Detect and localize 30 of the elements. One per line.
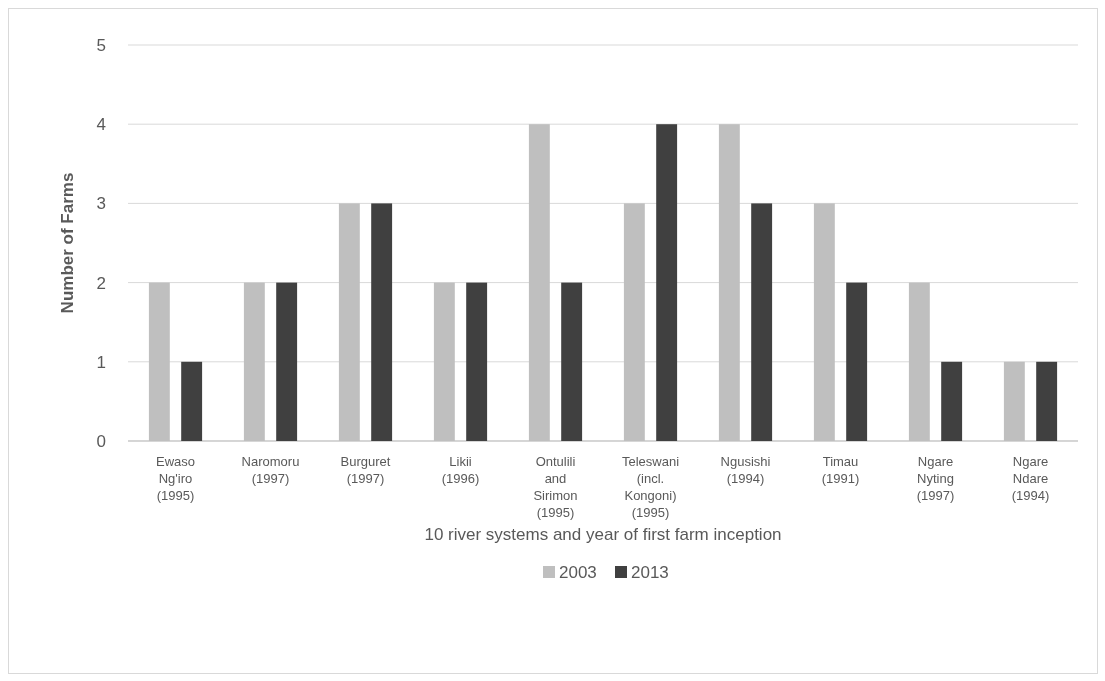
x-tick-label: Ewaso Ng'iro (1995) bbox=[155, 454, 196, 503]
x-tick-label: Naromoru (1997) bbox=[241, 454, 300, 486]
y-axis-title: Number of Farms bbox=[58, 172, 77, 314]
y-tick-label: 0 bbox=[96, 431, 106, 451]
bar bbox=[656, 124, 678, 441]
y-tick-label: 5 bbox=[96, 35, 106, 55]
bar bbox=[941, 361, 963, 441]
y-tick-label: 4 bbox=[96, 115, 106, 135]
x-tick-label: Timau (1991) bbox=[821, 454, 860, 486]
bar bbox=[1036, 361, 1058, 441]
x-tick-label: Ngare Ndare (1994) bbox=[1011, 454, 1050, 503]
legend-label: 2013 bbox=[631, 562, 669, 582]
x-tick-label: Ontulili and Sirimon (1995) bbox=[533, 454, 578, 520]
y-tick-label: 3 bbox=[96, 194, 106, 214]
x-tick-label: Likii (1996) bbox=[441, 454, 480, 486]
bar bbox=[751, 203, 773, 441]
x-tick-label: Ngusishi (1994) bbox=[720, 454, 771, 486]
y-tick-label: 1 bbox=[96, 352, 106, 372]
x-axis-title: 10 river systems and year of first farm inception bbox=[424, 525, 782, 544]
y-tick-label: 2 bbox=[96, 273, 106, 293]
legend-label: 2003 bbox=[559, 562, 597, 582]
bar bbox=[466, 282, 488, 441]
x-tick-label: Burguret (1997) bbox=[340, 454, 391, 486]
bar bbox=[846, 282, 868, 441]
bar bbox=[181, 361, 203, 441]
bar bbox=[371, 203, 393, 441]
bar bbox=[276, 282, 298, 441]
bar bbox=[561, 282, 583, 441]
x-tick-label: Teleswani (incl. Kongoni) (1995) bbox=[621, 454, 680, 520]
x-tick-label: Ngare Nyting (1997) bbox=[916, 454, 955, 503]
